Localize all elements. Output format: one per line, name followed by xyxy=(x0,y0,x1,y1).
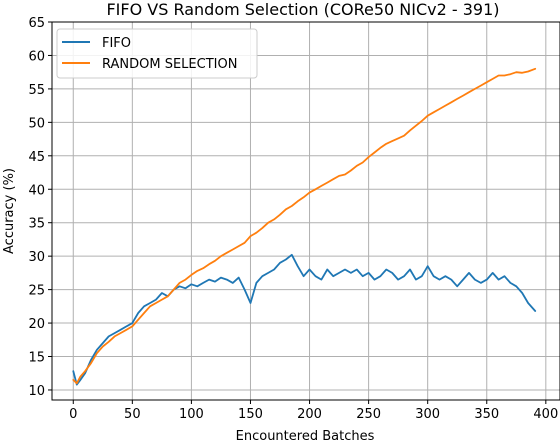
y-tick-label: 40 xyxy=(28,183,45,198)
y-tick-label: 60 xyxy=(28,49,45,64)
y-tick-label: 65 xyxy=(28,16,45,31)
x-axis-label: Encountered Batches xyxy=(236,429,375,442)
legend-box xyxy=(56,28,258,79)
series-lines xyxy=(72,67,537,386)
series-line-random-selection xyxy=(72,67,537,385)
y-axis-label: Accuracy (%) xyxy=(2,168,17,254)
x-tick-label: 150 xyxy=(238,407,263,422)
y-tick-label: 35 xyxy=(28,217,45,232)
series-line-fifo xyxy=(72,253,537,386)
axis-ticks: 0 50 100 150 200 250 300 350 400 10 15 20 25 30 35 40 45… xyxy=(28,16,558,422)
x-tick-label: 0 xyxy=(69,407,77,422)
y-tick-label: 55 xyxy=(28,83,45,98)
x-tick-label: 200 xyxy=(297,407,322,422)
x-tick-label: 100 xyxy=(179,407,204,422)
y-tick-label: 45 xyxy=(28,150,45,165)
legend: FIFO RANDOM SELECTION xyxy=(56,28,258,79)
x-tick-label: 350 xyxy=(474,407,499,422)
x-tick-label: 250 xyxy=(356,407,381,422)
chart-title: FIFO VS Random Selection (CORe50 NICv2 -… xyxy=(106,0,499,19)
y-tick-label: 25 xyxy=(28,284,45,299)
y-tick-label: 30 xyxy=(28,250,45,265)
x-tick-label: 400 xyxy=(533,407,558,422)
x-tick-label: 50 xyxy=(124,407,141,422)
y-tick-label: 15 xyxy=(28,351,45,366)
legend-label-random-selection: RANDOM SELECTION xyxy=(102,57,237,72)
y-tick-label: 50 xyxy=(28,116,45,131)
y-tick-label: 10 xyxy=(28,384,45,399)
y-tick-label: 20 xyxy=(28,317,45,332)
x-tick-label: 300 xyxy=(415,407,440,422)
legend-label-fifo: FIFO xyxy=(102,36,131,51)
plot-area-frame xyxy=(51,21,560,401)
